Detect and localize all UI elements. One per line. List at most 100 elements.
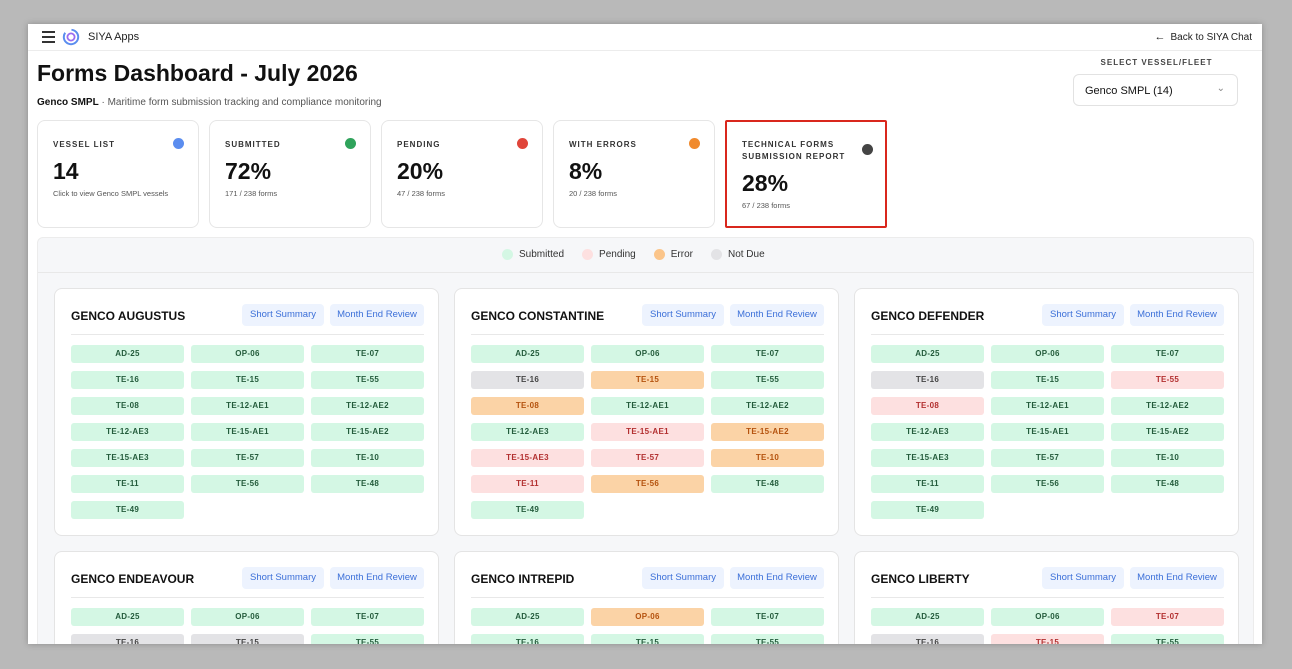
- form-pill[interactable]: TE-56: [991, 475, 1104, 493]
- form-pill[interactable]: TE-15-AE3: [71, 449, 184, 467]
- month-end-review-button[interactable]: Month End Review: [730, 567, 824, 589]
- form-pill[interactable]: TE-49: [71, 501, 184, 519]
- form-pill[interactable]: TE-07: [711, 345, 824, 363]
- form-pill[interactable]: AD-25: [471, 608, 584, 626]
- form-pill[interactable]: TE-16: [871, 634, 984, 644]
- form-pill[interactable]: AD-25: [871, 608, 984, 626]
- form-pill[interactable]: TE-15: [991, 371, 1104, 389]
- form-pill[interactable]: OP-06: [591, 608, 704, 626]
- form-pill[interactable]: TE-15: [591, 371, 704, 389]
- short-summary-button[interactable]: Short Summary: [1042, 567, 1124, 589]
- form-pill[interactable]: TE-15: [591, 634, 704, 644]
- form-pill[interactable]: TE-16: [871, 371, 984, 389]
- vessel-card: GENCO INTREPID Short Summary Month End Rev…: [454, 551, 839, 644]
- month-end-review-button[interactable]: Month End Review: [730, 304, 824, 326]
- form-pill[interactable]: TE-56: [191, 475, 304, 493]
- form-pill[interactable]: TE-15-AE1: [591, 423, 704, 441]
- form-pill[interactable]: TE-15-AE2: [711, 423, 824, 441]
- form-pill[interactable]: TE-57: [991, 449, 1104, 467]
- form-pill[interactable]: TE-56: [591, 475, 704, 493]
- form-pill[interactable]: TE-55: [711, 371, 824, 389]
- form-pill[interactable]: TE-10: [311, 449, 424, 467]
- form-pill[interactable]: TE-12-AE2: [1111, 397, 1224, 415]
- form-pill[interactable]: TE-15-AE2: [1111, 423, 1224, 441]
- pending-card[interactable]: PENDING 20% 47 / 238 forms: [381, 120, 543, 228]
- short-summary-button[interactable]: Short Summary: [242, 567, 324, 589]
- month-end-review-button[interactable]: Month End Review: [330, 567, 424, 589]
- form-pill[interactable]: TE-08: [471, 397, 584, 415]
- form-pill[interactable]: TE-15: [191, 371, 304, 389]
- form-pill[interactable]: AD-25: [871, 345, 984, 363]
- short-summary-button[interactable]: Short Summary: [1042, 304, 1124, 326]
- form-pill[interactable]: TE-07: [311, 345, 424, 363]
- menu-icon[interactable]: [42, 31, 55, 43]
- form-pill[interactable]: AD-25: [71, 345, 184, 363]
- form-pill[interactable]: TE-12-AE3: [471, 423, 584, 441]
- short-summary-button[interactable]: Short Summary: [242, 304, 324, 326]
- form-pill[interactable]: AD-25: [471, 345, 584, 363]
- month-end-review-button[interactable]: Month End Review: [330, 304, 424, 326]
- form-pill[interactable]: TE-07: [711, 608, 824, 626]
- form-pill[interactable]: TE-11: [471, 475, 584, 493]
- form-pill[interactable]: TE-49: [471, 501, 584, 519]
- form-pill[interactable]: TE-15: [991, 634, 1104, 644]
- form-pill[interactable]: TE-55: [311, 634, 424, 644]
- vessel-fleet-select[interactable]: Genco SMPL (14) ⌄: [1073, 74, 1238, 106]
- form-pill[interactable]: TE-07: [1111, 608, 1224, 626]
- form-pill[interactable]: TE-12-AE1: [991, 397, 1104, 415]
- form-pill[interactable]: OP-06: [191, 345, 304, 363]
- form-pill[interactable]: TE-12-AE3: [71, 423, 184, 441]
- submitted-card[interactable]: SUBMITTED 72% 171 / 238 forms: [209, 120, 371, 228]
- with-errors-card[interactable]: WITH ERRORS 8% 20 / 238 forms: [553, 120, 715, 228]
- form-pill[interactable]: TE-55: [711, 634, 824, 644]
- vessel-forms-panel: Submitted Pending Error Not Due GENCO AUGUS…: [37, 237, 1254, 644]
- form-pill[interactable]: TE-15-AE1: [191, 423, 304, 441]
- form-pill[interactable]: TE-15-AE3: [471, 449, 584, 467]
- form-pill[interactable]: TE-16: [71, 371, 184, 389]
- form-pill[interactable]: TE-16: [471, 371, 584, 389]
- form-pill[interactable]: TE-07: [1111, 345, 1224, 363]
- form-pill[interactable]: TE-07: [311, 608, 424, 626]
- form-pill[interactable]: TE-15-AE3: [871, 449, 984, 467]
- form-pill[interactable]: TE-12-AE2: [311, 397, 424, 415]
- form-pill[interactable]: OP-06: [991, 608, 1104, 626]
- form-pill[interactable]: TE-08: [71, 397, 184, 415]
- form-pill[interactable]: TE-15-AE2: [311, 423, 424, 441]
- legend-dot-icon: [502, 249, 513, 260]
- short-summary-button[interactable]: Short Summary: [642, 304, 724, 326]
- form-pill[interactable]: TE-55: [1111, 634, 1224, 644]
- form-pill[interactable]: TE-15-AE1: [991, 423, 1104, 441]
- back-to-chat-link[interactable]: ← Back to SIYA Chat: [1154, 31, 1252, 43]
- form-pill[interactable]: TE-12-AE3: [871, 423, 984, 441]
- form-pill[interactable]: TE-11: [71, 475, 184, 493]
- form-pill[interactable]: TE-10: [711, 449, 824, 467]
- form-pill[interactable]: TE-55: [311, 371, 424, 389]
- form-pill[interactable]: TE-55: [1111, 371, 1224, 389]
- month-end-review-button[interactable]: Month End Review: [1130, 304, 1224, 326]
- form-pill[interactable]: TE-08: [871, 397, 984, 415]
- form-pill[interactable]: TE-49: [871, 501, 984, 519]
- form-pill[interactable]: OP-06: [191, 608, 304, 626]
- form-pill[interactable]: TE-16: [471, 634, 584, 644]
- form-pill[interactable]: TE-11: [871, 475, 984, 493]
- vessel-name: GENCO INTREPID: [471, 572, 575, 586]
- form-pill[interactable]: TE-12-AE1: [591, 397, 704, 415]
- form-pill[interactable]: TE-57: [191, 449, 304, 467]
- form-pill[interactable]: TE-48: [311, 475, 424, 493]
- form-pill[interactable]: TE-12-AE1: [191, 397, 304, 415]
- form-pill[interactable]: TE-10: [1111, 449, 1224, 467]
- form-pill[interactable]: TE-57: [591, 449, 704, 467]
- form-pill[interactable]: TE-12-AE2: [711, 397, 824, 415]
- form-pill[interactable]: OP-06: [591, 345, 704, 363]
- technical-forms-report-card[interactable]: TECHNICAL FORMS SUBMISSION REPORT 28% 67 /…: [725, 120, 887, 228]
- form-pill[interactable]: TE-16: [71, 634, 184, 644]
- form-pill[interactable]: TE-15: [191, 634, 304, 644]
- short-summary-button[interactable]: Short Summary: [642, 567, 724, 589]
- form-pill[interactable]: TE-48: [1111, 475, 1224, 493]
- form-pill[interactable]: AD-25: [71, 608, 184, 626]
- stat-label: WITH ERRORS: [569, 140, 637, 149]
- form-pill[interactable]: OP-06: [991, 345, 1104, 363]
- form-pill[interactable]: TE-48: [711, 475, 824, 493]
- month-end-review-button[interactable]: Month End Review: [1130, 567, 1224, 589]
- vessel-list-card[interactable]: VESSEL LIST 14 Click to view Genco SMPL ve…: [37, 120, 199, 228]
